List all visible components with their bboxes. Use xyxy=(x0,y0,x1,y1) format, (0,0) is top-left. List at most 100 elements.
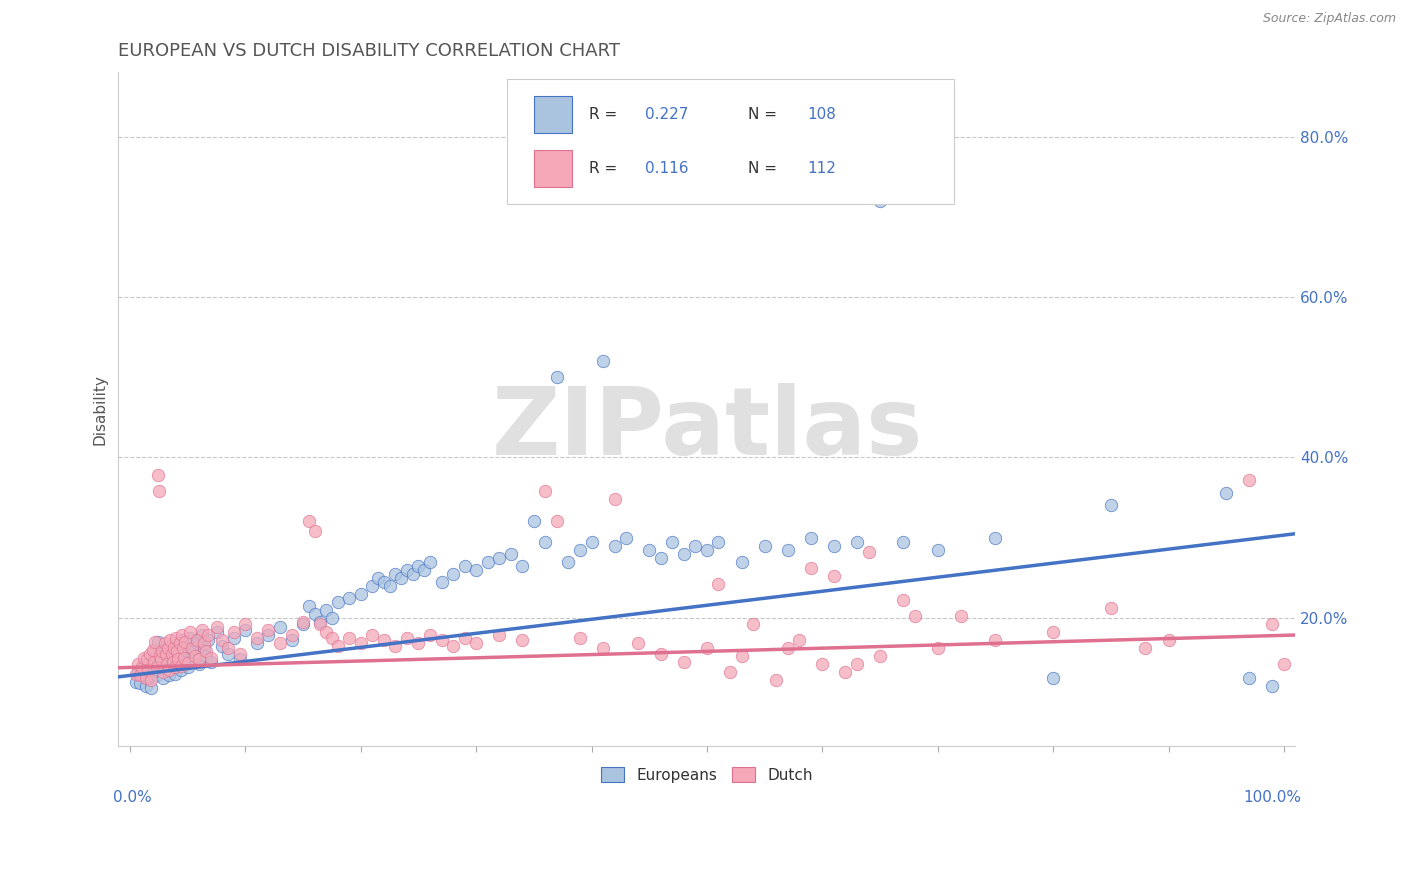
Point xyxy=(197,628,219,642)
Point xyxy=(581,534,603,549)
Point xyxy=(592,641,614,656)
Point xyxy=(148,657,170,672)
Point xyxy=(222,631,245,645)
Point xyxy=(453,558,475,573)
Point xyxy=(160,652,183,666)
Point xyxy=(280,628,302,642)
Point xyxy=(395,631,418,645)
Point xyxy=(186,633,208,648)
Text: 0.227: 0.227 xyxy=(644,107,688,122)
Point xyxy=(170,658,193,673)
Point xyxy=(257,628,280,642)
Point xyxy=(696,542,718,557)
Point xyxy=(165,634,187,648)
Point xyxy=(246,631,269,645)
Point xyxy=(304,607,326,621)
Point xyxy=(650,550,672,565)
Point xyxy=(309,617,332,632)
Point xyxy=(1099,499,1122,513)
Point xyxy=(148,483,170,498)
Point xyxy=(163,644,186,658)
Point xyxy=(181,641,204,656)
Point xyxy=(1099,601,1122,615)
Point xyxy=(765,673,787,688)
Point xyxy=(326,639,349,653)
Legend: Europeans, Dutch: Europeans, Dutch xyxy=(595,761,820,789)
Point xyxy=(846,657,869,672)
Point xyxy=(170,663,193,677)
Point xyxy=(152,665,174,680)
Point xyxy=(127,665,149,680)
Point xyxy=(321,631,343,645)
Point xyxy=(143,655,166,669)
Point xyxy=(179,631,201,645)
Point xyxy=(153,636,176,650)
Point xyxy=(153,642,176,657)
Point xyxy=(603,491,626,506)
Point xyxy=(477,555,499,569)
FancyBboxPatch shape xyxy=(534,96,572,133)
Point xyxy=(984,633,1007,648)
Point xyxy=(174,639,197,653)
Point xyxy=(143,663,166,677)
Y-axis label: Disability: Disability xyxy=(93,374,107,444)
Point xyxy=(159,639,181,653)
Point xyxy=(730,649,752,664)
Point xyxy=(1157,633,1180,648)
Text: 0.116: 0.116 xyxy=(644,161,688,177)
Point xyxy=(145,642,167,657)
Point xyxy=(149,649,172,664)
Point xyxy=(135,671,157,685)
Point xyxy=(927,641,949,656)
Point xyxy=(222,625,245,640)
Point xyxy=(402,566,425,581)
Point xyxy=(891,534,914,549)
Point xyxy=(707,577,730,591)
Point xyxy=(157,663,180,677)
Point xyxy=(413,563,436,577)
Point xyxy=(162,655,184,669)
Point xyxy=(811,657,834,672)
Point xyxy=(131,668,153,682)
Point xyxy=(869,194,891,208)
Point xyxy=(145,668,167,682)
Point xyxy=(661,534,683,549)
Point xyxy=(235,623,257,637)
Point xyxy=(188,652,211,666)
Point xyxy=(800,531,823,545)
Point xyxy=(1261,617,1284,632)
Point xyxy=(176,660,198,674)
Point xyxy=(235,617,257,632)
Point xyxy=(1239,473,1261,487)
Point xyxy=(246,636,269,650)
Point xyxy=(315,625,337,640)
Point xyxy=(163,660,186,674)
Text: N =: N = xyxy=(748,107,782,122)
Point xyxy=(378,579,401,593)
Point xyxy=(776,542,799,557)
Point xyxy=(150,660,173,674)
Point xyxy=(1215,486,1237,500)
Point xyxy=(205,625,228,640)
Point xyxy=(211,633,233,648)
Point xyxy=(165,631,187,645)
Point xyxy=(395,563,418,577)
Point xyxy=(337,631,360,645)
Point xyxy=(927,542,949,557)
Point xyxy=(211,639,233,653)
Point xyxy=(534,483,557,498)
Point xyxy=(453,631,475,645)
Point xyxy=(350,587,373,601)
Point xyxy=(179,625,201,640)
Point xyxy=(510,558,533,573)
Point xyxy=(160,647,183,661)
Point xyxy=(869,649,891,664)
Text: 108: 108 xyxy=(807,107,837,122)
Point xyxy=(465,636,488,650)
Point xyxy=(730,555,752,569)
Text: 100.0%: 100.0% xyxy=(1243,789,1302,805)
Point xyxy=(685,539,707,553)
Point xyxy=(488,550,510,565)
Point xyxy=(465,563,488,577)
Point xyxy=(152,671,174,685)
